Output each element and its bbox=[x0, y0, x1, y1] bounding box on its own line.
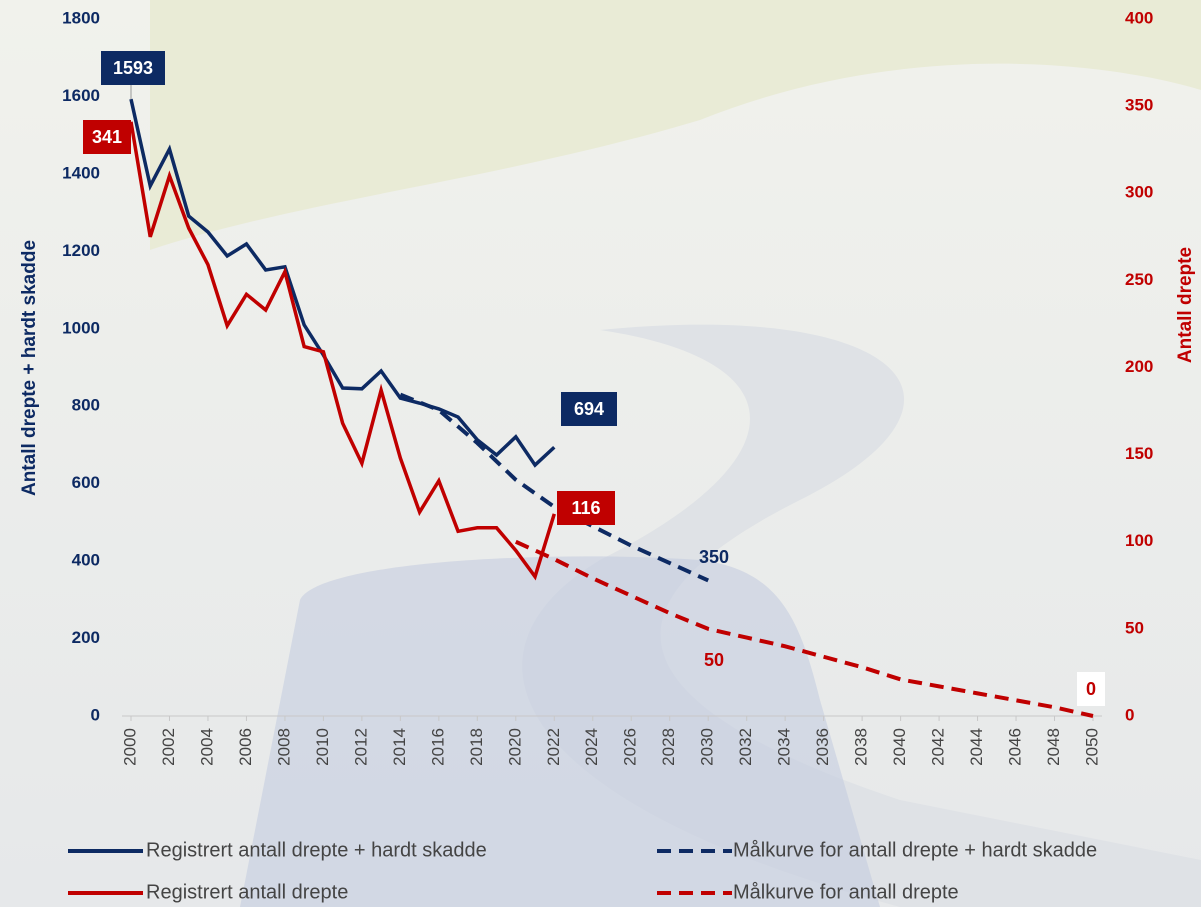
x-tick-label: 2024 bbox=[582, 728, 601, 766]
x-tick-label: 2050 bbox=[1082, 728, 1101, 766]
label-box bbox=[101, 51, 165, 85]
data-label: 350 bbox=[699, 547, 729, 567]
y2-tick-label: 300 bbox=[1125, 183, 1153, 202]
x-tick-label: 2018 bbox=[467, 728, 486, 766]
y-axis-title: Antall drepte + hardt skadde bbox=[19, 240, 40, 496]
y-tick-label: 1200 bbox=[62, 241, 100, 260]
data-label: 1593 bbox=[113, 58, 153, 78]
x-tick-label: 2030 bbox=[698, 728, 717, 766]
hill bbox=[150, 0, 1201, 250]
data-label: 116 bbox=[571, 498, 600, 518]
y2-tick-label: 0 bbox=[1125, 705, 1134, 724]
car bbox=[240, 556, 880, 907]
x-tick-label: 2010 bbox=[313, 728, 332, 766]
y-tick-label: 800 bbox=[72, 396, 100, 415]
y2-tick-label: 100 bbox=[1125, 531, 1153, 550]
y-tick-label: 1800 bbox=[62, 8, 100, 27]
x-tick-label: 2016 bbox=[428, 728, 447, 766]
x-tick-label: 2004 bbox=[197, 728, 216, 766]
y-tick-label: 1600 bbox=[62, 86, 100, 105]
y-tick-label: 200 bbox=[72, 628, 100, 647]
x-tick-label: 2014 bbox=[390, 728, 409, 766]
legend-label: Målkurve for antall drepte bbox=[733, 881, 959, 903]
x-tick-label: 2000 bbox=[120, 728, 139, 766]
x-tick-label: 2006 bbox=[236, 728, 255, 766]
data-label: 50 bbox=[704, 650, 724, 670]
y-tick-label: 1000 bbox=[62, 318, 100, 337]
x-tick-label: 2040 bbox=[890, 728, 909, 766]
y2-tick-label: 350 bbox=[1125, 96, 1153, 115]
y-tick-label: 600 bbox=[72, 473, 100, 492]
data-label: 341 bbox=[92, 127, 122, 147]
y2-tick-label: 200 bbox=[1125, 357, 1153, 376]
x-tick-label: 2046 bbox=[1006, 728, 1025, 766]
y2-axis-title: Antall drepte bbox=[1175, 247, 1196, 363]
data-label: 694 bbox=[574, 399, 604, 419]
x-tick-label: 2028 bbox=[659, 728, 678, 766]
x-tick-label: 2002 bbox=[159, 728, 178, 766]
x-tick-label: 2048 bbox=[1044, 728, 1063, 766]
x-tick-label: 2026 bbox=[621, 728, 640, 766]
x-tick-label: 2036 bbox=[813, 728, 832, 766]
x-tick-label: 2008 bbox=[274, 728, 293, 766]
legend-label: Registrert antall drepte bbox=[146, 881, 348, 903]
x-tick-label: 2038 bbox=[852, 728, 871, 766]
data-label: 0 bbox=[1086, 679, 1096, 699]
x-tick-label: 2012 bbox=[351, 728, 370, 766]
x-tick-label: 2032 bbox=[736, 728, 755, 766]
label-box bbox=[83, 120, 131, 154]
y-tick-label: 0 bbox=[91, 705, 100, 724]
y-tick-label: 1400 bbox=[62, 163, 100, 182]
y2-tick-label: 400 bbox=[1125, 8, 1153, 27]
x-tick-label: 2044 bbox=[967, 728, 986, 766]
y2-tick-label: 150 bbox=[1125, 444, 1153, 463]
legend-label: Målkurve for antall drepte + hardt skadd… bbox=[733, 839, 1097, 861]
series-line bbox=[129, 98, 556, 468]
label-box bbox=[1077, 672, 1105, 706]
series-line bbox=[129, 121, 556, 581]
series-line bbox=[514, 539, 1094, 718]
x-tick-label: 2034 bbox=[775, 728, 794, 766]
label-box bbox=[561, 392, 617, 426]
x-tick-label: 2020 bbox=[505, 728, 524, 766]
y2-tick-label: 250 bbox=[1125, 270, 1153, 289]
legend-label: Registrert antall drepte + hardt skadde bbox=[146, 839, 487, 861]
label-box bbox=[557, 491, 615, 525]
x-tick-label: 2022 bbox=[544, 728, 563, 766]
y2-tick-label: 50 bbox=[1125, 618, 1144, 637]
y-tick-label: 400 bbox=[72, 551, 100, 570]
x-tick-label: 2042 bbox=[929, 728, 948, 766]
